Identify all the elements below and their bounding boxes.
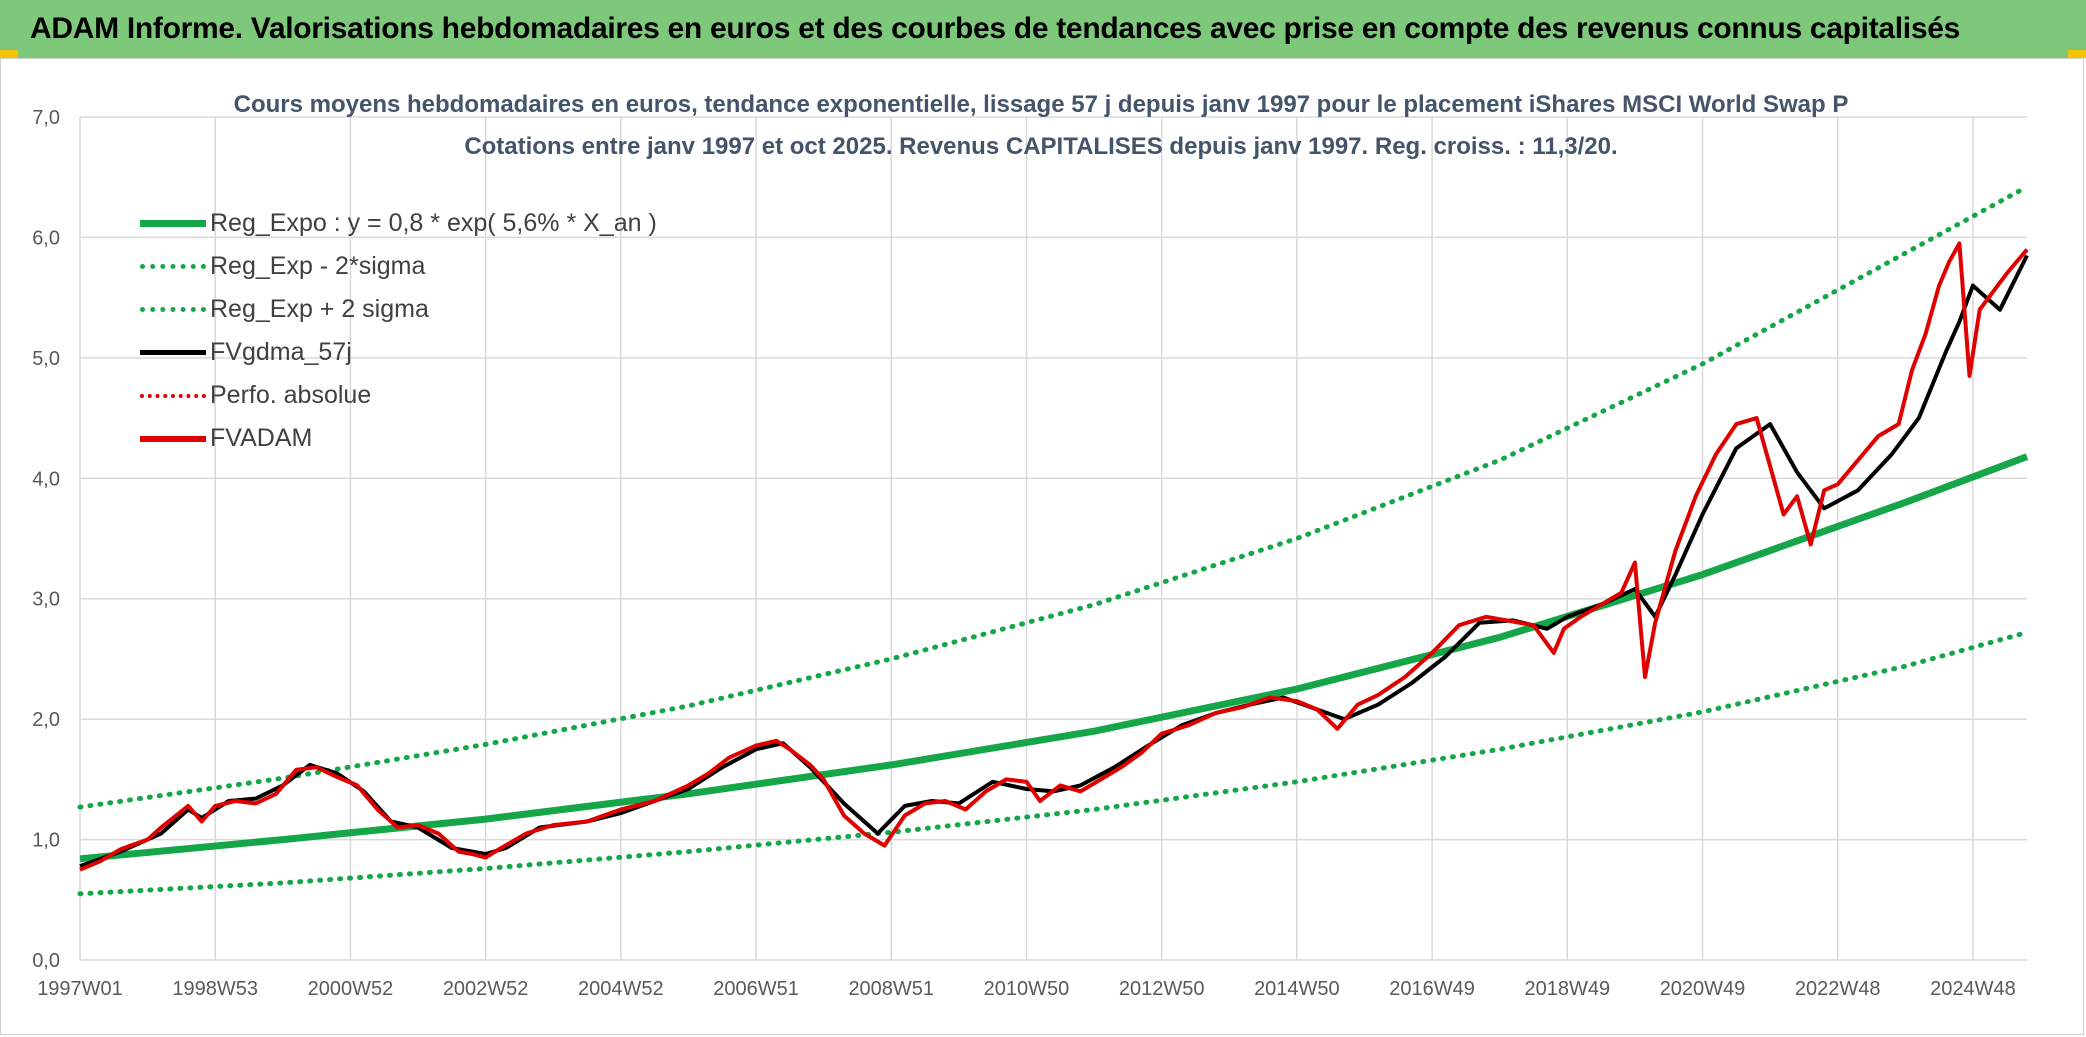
x-tick-label: 2022W48 <box>1795 978 1881 1000</box>
report-title: ADAM Informe. Valorisations hebdomadaire… <box>30 12 1961 45</box>
chart-legend: Reg_Expo : y = 0,8 * exp( 5,6% * X_an ) … <box>140 202 657 460</box>
y-axis-ticks: 0,0 1,0 2,0 3,0 4,0 5,0 6,0 7,0 <box>32 107 60 972</box>
x-tick-label: 2020W49 <box>1660 978 1746 1000</box>
legend-swatch-reg-exp-plus <box>140 307 206 312</box>
legend-swatch-reg-expo <box>140 220 206 227</box>
legend-item-reg-expo[interactable]: Reg_Expo : y = 0,8 * exp( 5,6% * X_an ) <box>140 202 657 245</box>
y-tick-label: 5,0 <box>32 348 60 370</box>
x-tick-label: 2016W49 <box>1389 978 1475 1000</box>
x-tick-label: 1997W01 <box>37 978 123 1000</box>
header-accent-right <box>2068 50 2086 58</box>
y-tick-label: 3,0 <box>32 589 60 611</box>
chart-series <box>77 184 2030 897</box>
y-tick-label: 1,0 <box>32 830 60 852</box>
report-header: ADAM Informe. Valorisations hebdomadaire… <box>0 0 2086 58</box>
legend-item-fvadam[interactable]: FVADAM <box>140 417 657 460</box>
legend-item-reg-exp-minus[interactable]: Reg_Exp - 2*sigma <box>140 245 657 288</box>
chart-frame <box>0 58 2084 1035</box>
legend-label: Perfo. absolue <box>210 381 372 409</box>
legend-item-reg-exp-plus[interactable]: Reg_Exp + 2 sigma <box>140 288 657 331</box>
legend-label: Reg_Exp + 2 sigma <box>210 295 429 323</box>
legend-label: FVgdma_57j <box>210 338 352 366</box>
legend-label: FVADAM <box>210 424 313 452</box>
legend-swatch-fvgdma <box>140 350 206 355</box>
legend-swatch-reg-exp-minus <box>140 264 206 269</box>
y-tick-label: 4,0 <box>32 468 60 490</box>
x-tick-label: 2008W51 <box>848 978 934 1000</box>
series-line <box>77 184 2030 810</box>
legend-swatch-fvadam <box>140 435 206 442</box>
y-tick-label: 0,0 <box>32 950 60 972</box>
y-tick-label: 2,0 <box>32 709 60 731</box>
x-axis-ticks: 1997W01 1998W53 2000W52 2002W52 2004W52 2006W… <box>37 978 2016 1000</box>
x-tick-label: 2024W48 <box>1930 978 2016 1000</box>
y-tick-label: 7,0 <box>32 107 60 129</box>
x-tick-label: 2012W50 <box>1119 978 1205 1000</box>
x-tick-label: 1998W53 <box>172 978 258 1000</box>
chart-subtitle: Cotations entre janv 1997 et oct 2025. R… <box>464 133 1617 160</box>
x-tick-label: 2000W52 <box>308 978 394 1000</box>
legend-label: Reg_Expo : y = 0,8 * exp( 5,6% * X_an ) <box>210 209 657 237</box>
x-tick-label: 2018W49 <box>1524 978 1610 1000</box>
x-tick-label: 2014W50 <box>1254 978 1340 1000</box>
chart-title: Cours moyens hebdomadaires en euros, ten… <box>234 91 1849 118</box>
legend-label: Reg_Exp - 2*sigma <box>210 252 426 280</box>
series-line <box>79 241 2029 872</box>
legend-swatch-perfo-absolue <box>140 393 206 398</box>
x-tick-label: 2010W50 <box>984 978 1070 1000</box>
x-tick-label: 2004W52 <box>578 978 664 1000</box>
x-tick-label: 2006W51 <box>713 978 799 1000</box>
legend-item-perfo-absolue[interactable]: Perfo. absolue <box>140 374 657 417</box>
y-tick-label: 6,0 <box>32 227 60 249</box>
legend-item-fvgdma[interactable]: FVgdma_57j <box>140 331 657 374</box>
header-accent-left <box>0 50 18 58</box>
x-tick-label: 2002W52 <box>443 978 529 1000</box>
series-line <box>77 629 2030 897</box>
